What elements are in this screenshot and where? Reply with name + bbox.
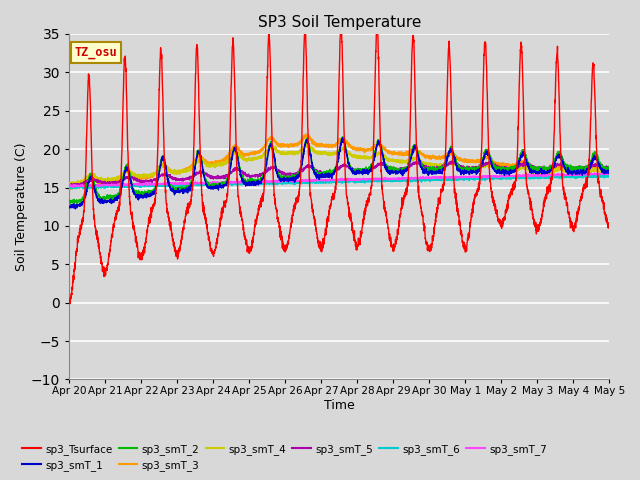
Text: TZ_osu: TZ_osu — [74, 46, 117, 59]
Legend: sp3_Tsurface, sp3_smT_1, sp3_smT_2, sp3_smT_3, sp3_smT_4, sp3_smT_5, sp3_smT_6, : sp3_Tsurface, sp3_smT_1, sp3_smT_2, sp3_… — [18, 439, 551, 475]
X-axis label: Time: Time — [324, 399, 355, 412]
Y-axis label: Soil Temperature (C): Soil Temperature (C) — [15, 143, 28, 271]
Title: SP3 Soil Temperature: SP3 Soil Temperature — [257, 15, 421, 30]
